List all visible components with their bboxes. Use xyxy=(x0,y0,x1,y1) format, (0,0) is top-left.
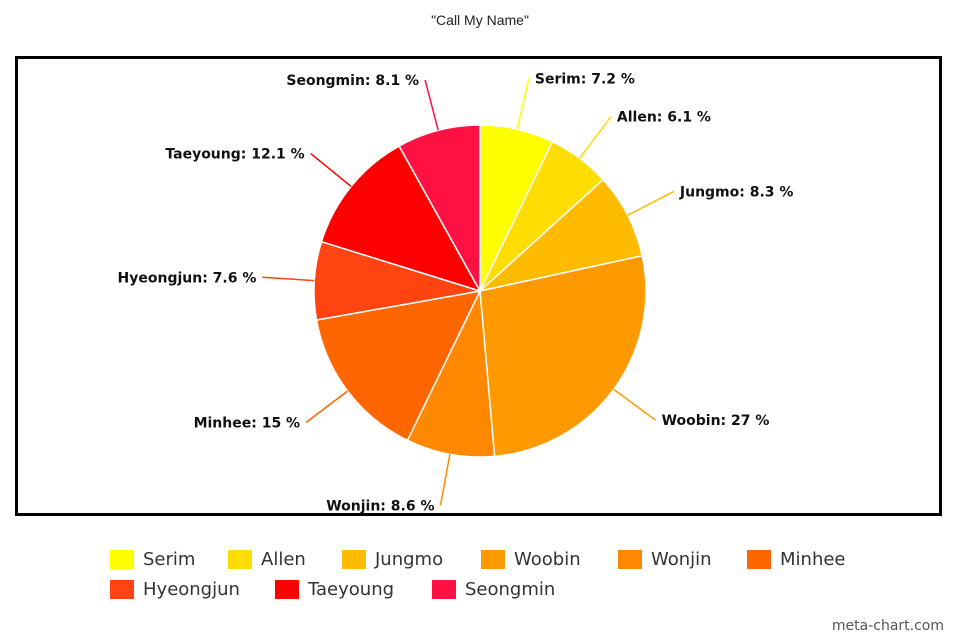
legend-item-jungmo[interactable]: Jungmo xyxy=(342,547,443,571)
legend-item-hyeongjun[interactable]: Hyeongjun xyxy=(110,577,240,601)
legend-item-serim[interactable]: Serim xyxy=(110,547,195,571)
chart-title: "Call My Name" xyxy=(431,12,529,28)
legend-item-woobin[interactable]: Woobin xyxy=(481,547,581,571)
data-label-serim: Serim: 7.2 % xyxy=(535,72,635,88)
legend-label: Taeyoung xyxy=(308,578,395,600)
leader-line-wonjin xyxy=(439,454,451,506)
pie-slice-taeyoung[interactable] xyxy=(320,145,482,293)
legend-label: Minhee xyxy=(780,548,846,570)
pie-slice-jungmo[interactable] xyxy=(477,178,644,293)
legend-item-taeyoung[interactable]: Taeyoung xyxy=(275,577,394,601)
data-label-taeyoung: Taeyoung: 12.1 % xyxy=(165,147,304,163)
legend-label: Serim xyxy=(143,548,196,570)
legend-item-minhee[interactable]: Minhee xyxy=(747,547,846,571)
leader-line-jungmo xyxy=(627,190,675,216)
legend-item-wonjin[interactable]: Wonjin xyxy=(618,547,712,571)
legend-swatch xyxy=(747,549,771,569)
legend-swatch xyxy=(342,549,366,569)
legend-swatch xyxy=(481,549,505,569)
data-label-wonjin: Wonjin: 8.6 % xyxy=(326,498,434,514)
legend-item-seongmin[interactable]: Seongmin xyxy=(432,577,555,601)
data-label-allen: Allen: 6.1 % xyxy=(617,110,711,126)
pie-slice-minhee[interactable] xyxy=(315,290,482,442)
leader-line-seongmin xyxy=(424,79,439,131)
legend-swatch xyxy=(618,549,642,569)
legend-swatch xyxy=(110,549,134,569)
data-label-hyeongjun: Hyeongjun: 7.6 % xyxy=(118,270,257,286)
pie-slice-seongmin[interactable] xyxy=(398,124,481,294)
data-label-seongmin: Seongmin: 8.1 % xyxy=(286,73,419,89)
leader-line-minhee xyxy=(305,390,349,423)
data-label-minhee: Minhee: 15 % xyxy=(194,415,301,431)
credit-text: meta-chart.com xyxy=(831,618,944,634)
legend-swatch xyxy=(228,549,252,569)
legend-swatch xyxy=(110,579,134,599)
leader-line-woobin xyxy=(613,388,657,421)
legend-label: Jungmo xyxy=(375,548,444,570)
legend-swatch xyxy=(275,579,299,599)
pie-slice-woobin[interactable] xyxy=(479,254,647,458)
legend-item-allen[interactable]: Allen xyxy=(228,547,306,571)
pie-slice-wonjin[interactable] xyxy=(406,288,496,458)
leader-line-hyeongjun xyxy=(262,276,315,282)
legend-label: Hyeongjun xyxy=(143,578,240,600)
legend-label: Seongmin xyxy=(465,578,556,600)
leader-line-taeyoung xyxy=(310,153,352,187)
legend-label: Woobin xyxy=(514,548,581,570)
legend-swatch xyxy=(432,579,456,599)
leader-line-serim xyxy=(516,78,530,130)
legend-label: Allen xyxy=(261,548,306,570)
data-label-woobin: Woobin: 27 % xyxy=(662,413,770,429)
leader-line-allen xyxy=(579,116,612,159)
legend-label: Wonjin xyxy=(651,548,712,570)
data-label-jungmo: Jungmo: 8.3 % xyxy=(679,184,794,200)
